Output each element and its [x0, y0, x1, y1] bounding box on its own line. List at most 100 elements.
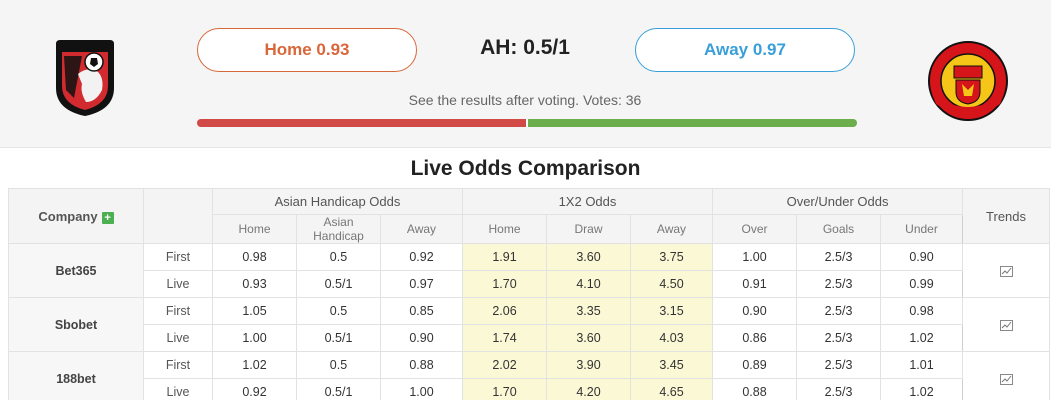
table-row: Bet365 First 0.98 0.5 0.92 1.91 3.60 3.75 1.00 2.… [8, 243, 1051, 298]
ou-over-odds[interactable]: 0.89 [712, 351, 797, 379]
ah-line[interactable]: 0.5 [296, 297, 381, 325]
1x2-away-odds[interactable]: 3.45 [630, 351, 713, 379]
odds-table-body: Bet365 First 0.98 0.5 0.92 1.91 3.60 3.75 1.00 2.… [8, 243, 1051, 400]
ah-home-odds[interactable]: 1.02 [212, 351, 297, 379]
ou-under-odds[interactable]: 0.90 [879, 243, 964, 271]
1x2-draw-odds[interactable]: 3.90 [546, 351, 631, 379]
1x2-home-odds[interactable]: 2.06 [462, 297, 547, 325]
odds-row-type: Live [143, 324, 213, 352]
1x2-header: 1X2 Odds [462, 188, 713, 215]
ah-away-odds[interactable]: 0.88 [380, 351, 463, 379]
1x2-home-odds[interactable]: 1.74 [462, 324, 547, 352]
1x2-away-odds[interactable]: 4.65 [630, 378, 713, 400]
ou-goals-line[interactable]: 2.5/3 [796, 351, 881, 379]
1x2-away-odds[interactable]: 4.50 [630, 270, 713, 298]
section-title: Live Odds Comparison [410, 157, 641, 180]
trend-cell[interactable] [962, 243, 1051, 298]
asian-handicap-line: AH: 0.5/1 [480, 36, 570, 59]
trend-cell[interactable] [962, 351, 1051, 400]
vote-panel: Home 0.93 AH: 0.5/1 Away 0.97 See the re… [0, 0, 1051, 148]
vote-info-text: See the results after voting. Votes: 36 [408, 92, 642, 108]
table-row: Live 0.93 0.5/1 0.97 1.70 4.10 4.50 0.91 2.5/3 0.… [9, 270, 1050, 298]
1x2-home-odds[interactable]: 1.91 [462, 243, 547, 271]
ou-goals-line[interactable]: 2.5/3 [796, 243, 881, 271]
vote-progress-bar [197, 119, 857, 127]
ah-away-odds[interactable]: 0.92 [380, 243, 463, 271]
company-header[interactable]: Company + [8, 188, 144, 244]
1x2-draw-odds[interactable]: 4.20 [546, 378, 631, 400]
sub-header-ou-over: Over [712, 214, 797, 244]
1x2-home-odds[interactable]: 1.70 [462, 378, 547, 400]
ou-goals-line[interactable]: 2.5/3 [796, 297, 881, 325]
1x2-away-odds[interactable]: 3.75 [630, 243, 713, 271]
1x2-draw-odds[interactable]: 4.10 [546, 270, 631, 298]
ou-over-odds[interactable]: 0.90 [712, 297, 797, 325]
sub-header-1x2-away: Away [630, 214, 713, 244]
ah-line[interactable]: 0.5/1 [296, 324, 381, 352]
odds-comparison-table: Company + Asian Handicap Odds 1X2 Odds Ov… [8, 188, 1051, 400]
ou-goals-line[interactable]: 2.5/3 [796, 270, 881, 298]
trend-cell[interactable] [962, 297, 1051, 352]
over-under-header: Over/Under Odds [711, 188, 964, 215]
ou-goals-line[interactable]: 2.5/3 [796, 378, 881, 400]
table-row: Live 0.92 0.5/1 1.00 1.70 4.20 4.65 0.88 2.5/3 1.… [9, 378, 1050, 400]
sub-header-ah-line: Asian Handicap [296, 214, 381, 244]
odds-row-type: First [143, 297, 213, 325]
ah-line[interactable]: 0.5 [296, 351, 381, 379]
company-name[interactable]: Sbobet [8, 297, 144, 352]
ah-away-odds[interactable]: 1.00 [380, 378, 463, 400]
company-name[interactable]: Bet365 [8, 243, 144, 298]
odds-row-type: First [143, 351, 213, 379]
ah-away-odds[interactable]: 0.90 [380, 324, 463, 352]
sub-header-ah-home: Home [212, 214, 297, 244]
ah-away-odds[interactable]: 0.85 [380, 297, 463, 325]
ah-line[interactable]: 0.5/1 [296, 378, 381, 400]
ou-over-odds[interactable]: 0.91 [712, 270, 797, 298]
table-row: Sbobet First 1.05 0.5 0.85 2.06 3.35 3.15 0.90 2.… [8, 297, 1051, 352]
ou-over-odds[interactable]: 0.88 [712, 378, 797, 400]
trend-chart-icon[interactable] [999, 319, 1013, 331]
asian-handicap-header: Asian Handicap Odds [212, 188, 463, 215]
1x2-draw-odds[interactable]: 3.60 [546, 243, 631, 271]
home-team-logo [52, 38, 118, 118]
away-team-logo [926, 40, 1010, 122]
ou-under-odds[interactable]: 1.02 [879, 324, 964, 352]
sub-header-1x2-home: Home [462, 214, 547, 244]
ou-under-odds[interactable]: 0.99 [879, 270, 964, 298]
odds-row-type: Live [143, 270, 213, 298]
sub-header-ou-under: Under [879, 214, 964, 244]
1x2-draw-odds[interactable]: 3.35 [546, 297, 631, 325]
vote-away-button[interactable]: Away 0.97 [635, 28, 855, 72]
odds-row-type: First [143, 243, 213, 271]
1x2-away-odds[interactable]: 4.03 [630, 324, 713, 352]
ah-line[interactable]: 0.5/1 [296, 270, 381, 298]
ah-home-odds[interactable]: 0.93 [212, 270, 297, 298]
1x2-home-odds[interactable]: 1.70 [462, 270, 547, 298]
trend-chart-icon[interactable] [999, 265, 1013, 277]
table-row: 188bet First 1.02 0.5 0.88 2.02 3.90 3.45 0.89 2.… [8, 351, 1051, 400]
sub-header-1x2-draw: Draw [546, 214, 631, 244]
1x2-draw-odds[interactable]: 3.60 [546, 324, 631, 352]
ah-home-odds[interactable]: 1.00 [212, 324, 297, 352]
odds-row-type: Live [143, 378, 213, 400]
ou-goals-line[interactable]: 2.5/3 [796, 324, 881, 352]
ou-over-odds[interactable]: 0.86 [712, 324, 797, 352]
trend-chart-icon[interactable] [999, 373, 1013, 385]
1x2-away-odds[interactable]: 3.15 [630, 297, 713, 325]
ou-over-odds[interactable]: 1.00 [712, 243, 797, 271]
ah-home-odds[interactable]: 0.92 [212, 378, 297, 400]
ah-away-odds[interactable]: 0.97 [380, 270, 463, 298]
ah-home-odds[interactable]: 1.05 [212, 297, 297, 325]
ou-under-odds[interactable]: 1.02 [879, 378, 964, 400]
1x2-home-odds[interactable]: 2.02 [462, 351, 547, 379]
ah-home-odds[interactable]: 0.98 [212, 243, 297, 271]
company-name[interactable]: 188bet [8, 351, 144, 400]
row-type-header [143, 188, 213, 244]
vote-home-button[interactable]: Home 0.93 [197, 28, 417, 72]
vote-bar-away-segment [528, 119, 857, 127]
ou-under-odds[interactable]: 1.01 [879, 351, 964, 379]
vote-bar-divider [526, 119, 528, 127]
ah-line[interactable]: 0.5 [296, 243, 381, 271]
plus-icon[interactable]: + [101, 211, 114, 224]
ou-under-odds[interactable]: 0.98 [879, 297, 964, 325]
